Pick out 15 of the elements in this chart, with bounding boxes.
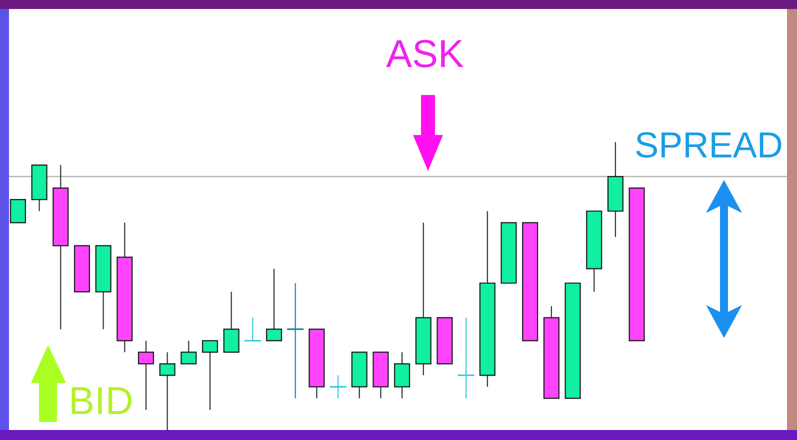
annotation: SPREAD <box>636 132 782 158</box>
candlestick <box>394 352 410 399</box>
candlestick <box>180 340 197 364</box>
candlestick <box>202 340 218 410</box>
annotation: BID <box>72 387 132 414</box>
candlestick <box>287 282 304 399</box>
candlestick <box>266 268 282 342</box>
candlestick <box>138 340 154 410</box>
candlestick <box>159 352 176 430</box>
candlestick <box>330 374 346 399</box>
candlestick <box>244 317 261 342</box>
candlestick <box>10 199 26 224</box>
candlestick <box>458 317 474 399</box>
candlestick <box>223 291 240 353</box>
text: ASK <box>386 40 464 68</box>
